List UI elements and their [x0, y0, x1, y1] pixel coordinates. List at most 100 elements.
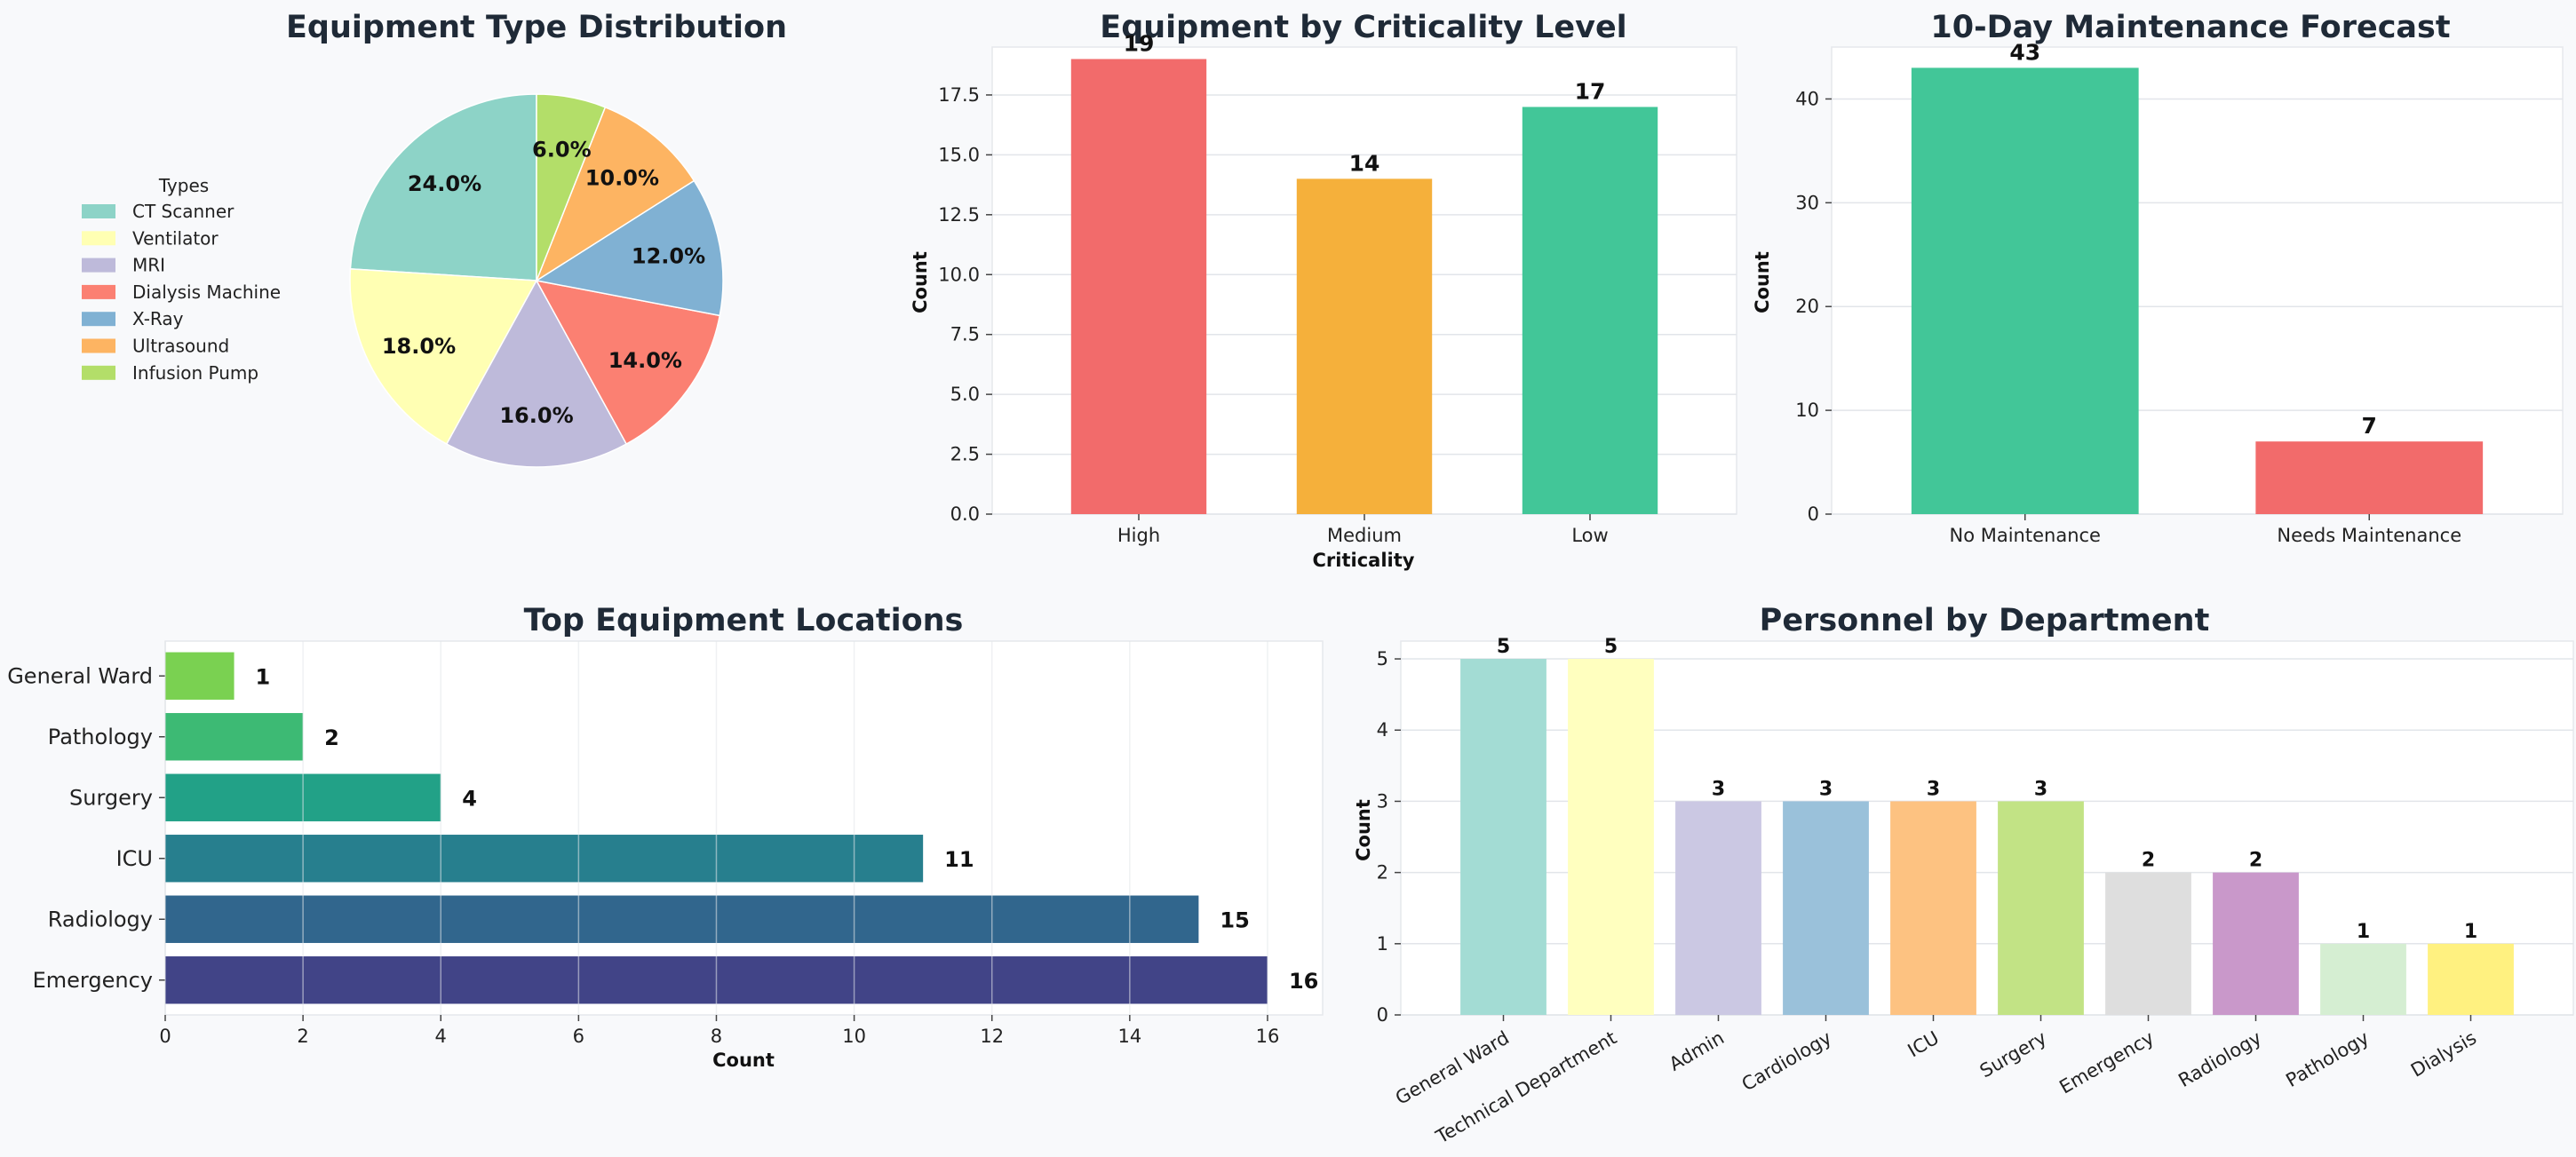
- layer-personnel-y-tick-label: 4: [1377, 719, 1388, 741]
- pie-legend-swatch-1: [82, 231, 115, 246]
- pie-slice-label-2: 16.0%: [499, 403, 573, 428]
- locations-x-tick-label: 4: [435, 1026, 447, 1047]
- pie-legend-title: Types: [158, 175, 209, 196]
- layer-personnel-value-label-9: 1: [2464, 921, 2477, 943]
- locations-bar-0: [165, 652, 235, 700]
- layer-criticality-bar-2: [1522, 107, 1658, 514]
- criticality-y-axis-label: Count: [910, 251, 931, 313]
- layer-criticality-y-tick-label: 5.0: [950, 384, 980, 405]
- personnel-chart-title: Personnel by Department: [1760, 603, 2210, 638]
- personnel-y-axis-label: Count: [1353, 799, 1374, 861]
- layer-criticality-y-tick-label: 10.0: [938, 264, 980, 285]
- layer-personnel-y-tick-label: 3: [1377, 790, 1388, 812]
- layer-personnel-x-tick-label-3: Cardiology: [1738, 1027, 1835, 1096]
- layer-criticality-x-tick-label-0: High: [1117, 525, 1160, 546]
- locations-chart: 1 General Ward 2 Pathology 4 Surgery 11 ICU 15 Ra…: [7, 640, 1324, 1047]
- layer-personnel-value-label-8: 1: [2357, 921, 2370, 943]
- layer-personnel-bar-7: [2213, 872, 2299, 1015]
- pie-legend-label-3: Dialysis Machine: [132, 281, 281, 303]
- forecast-y-axis-label: Count: [1752, 251, 1773, 313]
- layer-personnel-bar-3: [1783, 801, 1869, 1015]
- layer-forecast-y-tick-label: 30: [1795, 192, 1819, 213]
- locations-bar-1: [165, 713, 304, 761]
- locations-bar-4: [165, 895, 1199, 943]
- locations-y-tick-label-0: General Ward: [7, 663, 153, 688]
- pie-slice-4: [534, 179, 724, 317]
- layer-criticality-value-label-0: 19: [1124, 30, 1155, 56]
- layer-personnel-bar-4: [1890, 801, 1976, 1015]
- pie-slice-label-3: 14.0%: [608, 348, 682, 373]
- layer-personnel-x-tick-label-7: Radiology: [2174, 1027, 2265, 1092]
- layer-forecast-value-label-1: 7: [2362, 413, 2377, 439]
- pie-slice-label-1: 18.0%: [382, 334, 456, 359]
- layer-personnel-bar-0: [1460, 659, 1546, 1015]
- layer-forecast-bar-1: [2255, 441, 2484, 514]
- layer-forecast-bar-0: [1911, 67, 2139, 514]
- locations-value-label-0: 1: [256, 664, 271, 689]
- layer-criticality-y-tick-label: 0.0: [950, 503, 980, 525]
- layer-personnel-y-tick-label: 2: [1377, 862, 1388, 884]
- pie-legend-label-0: CT Scanner: [132, 201, 235, 222]
- pie-legend-label-6: Infusion Pump: [132, 362, 258, 384]
- locations-x-tick-label: 2: [297, 1026, 308, 1047]
- layer-personnel-x-tick-label-8: Pathology: [2282, 1027, 2373, 1091]
- layer-personnel-x-tick-label-2: Admin: [1666, 1027, 1728, 1075]
- locations-value-label-1: 2: [324, 725, 339, 750]
- layer-personnel-bar-5: [1998, 801, 2084, 1015]
- pie-legend-swatch-3: [82, 284, 115, 299]
- layer-forecast-y-tick-label: 20: [1795, 296, 1819, 317]
- locations-x-tick-label: 0: [159, 1026, 171, 1047]
- locations-value-label-5: 16: [1289, 969, 1318, 994]
- layer-forecast-x-tick-label-0: No Maintenance: [1950, 525, 2101, 546]
- pie-slice-label-5: 10.0%: [585, 165, 659, 190]
- layer-personnel-value-label-2: 3: [1712, 778, 1725, 800]
- layer-personnel-y-tick-label: 1: [1377, 933, 1388, 955]
- layer-personnel-x-tick-label-5: Surgery: [1976, 1027, 2050, 1082]
- layer-personnel-x-tick-label-6: Emergency: [2055, 1027, 2158, 1098]
- layer-forecast-x-tick-label-1: Needs Maintenance: [2277, 525, 2461, 546]
- locations-x-tick-label: 12: [980, 1026, 1004, 1047]
- locations-value-label-3: 11: [944, 847, 974, 872]
- layer-personnel-bar-8: [2320, 943, 2406, 1015]
- layer-personnel-y-tick-label: 0: [1377, 1004, 1388, 1026]
- criticality-chart: 0.0 2.5 5.0 7.5 10.0 12.5 15.0 17.5 19 High 14 Medi…: [938, 30, 1737, 546]
- pie-chart: 24.0% 18.0% 16.0% 14.0% 12.0% 10.0% 6.0% CT Sca…: [82, 93, 724, 468]
- layer-personnel-value-label-7: 2: [2249, 850, 2262, 872]
- pie-slice-0: [349, 93, 537, 281]
- pie-chart-title: Equipment Type Distribution: [286, 10, 787, 45]
- pie-legend-label-4: X-Ray: [132, 308, 184, 329]
- locations-chart-title: Top Equipment Locations: [524, 603, 964, 638]
- locations-x-tick-label: 8: [711, 1026, 722, 1047]
- layer-criticality-value-label-2: 17: [1575, 78, 1606, 104]
- pie-slice-label-0: 24.0%: [408, 171, 481, 196]
- locations-x-axis-label: Count: [712, 1050, 775, 1071]
- layer-criticality-y-tick-label: 2.5: [950, 444, 980, 465]
- layer-personnel-y-tick-label: 5: [1377, 648, 1388, 670]
- pie-legend-swatch-4: [82, 312, 115, 327]
- layer-personnel-value-label-6: 2: [2142, 850, 2155, 872]
- criticality-x-axis-label: Criticality: [1313, 550, 1415, 571]
- pie-legend-label-2: MRI: [132, 255, 165, 276]
- layer-criticality-bar-0: [1070, 59, 1207, 514]
- layer-personnel-bar-2: [1675, 801, 1761, 1015]
- locations-y-tick-label-1: Pathology: [48, 725, 153, 749]
- pie-legend-label-1: Ventilator: [132, 227, 219, 249]
- layer-criticality-x-tick-label-1: Medium: [1327, 525, 1402, 546]
- layer-personnel-x-tick-label-9: Dialysis: [2407, 1027, 2480, 1082]
- locations-y-tick-label-4: Radiology: [48, 907, 153, 931]
- locations-value-label-4: 15: [1220, 907, 1249, 932]
- pie-slice-5: [535, 106, 696, 282]
- pie-slice-1: [349, 268, 538, 446]
- layer-personnel-value-label-4: 3: [1927, 778, 1940, 800]
- layer-personnel-value-label-0: 5: [1497, 636, 1510, 658]
- pie-legend-label-5: Ultrasound: [132, 336, 229, 357]
- forecast-chart: 0 10 20 30 40 43 No Maintenance 7 Needs Maintena…: [1795, 39, 2564, 546]
- pie-slice-label-6: 6.0%: [532, 137, 592, 162]
- layer-criticality-x-tick-label-2: Low: [1571, 525, 1608, 546]
- locations-x-tick-label: 14: [1117, 1026, 1141, 1047]
- layer-personnel-bar-6: [2105, 872, 2191, 1015]
- pie-legend-swatch-2: [82, 258, 115, 273]
- layer-personnel-x-tick-label-1: Technical Department: [1432, 1027, 1620, 1148]
